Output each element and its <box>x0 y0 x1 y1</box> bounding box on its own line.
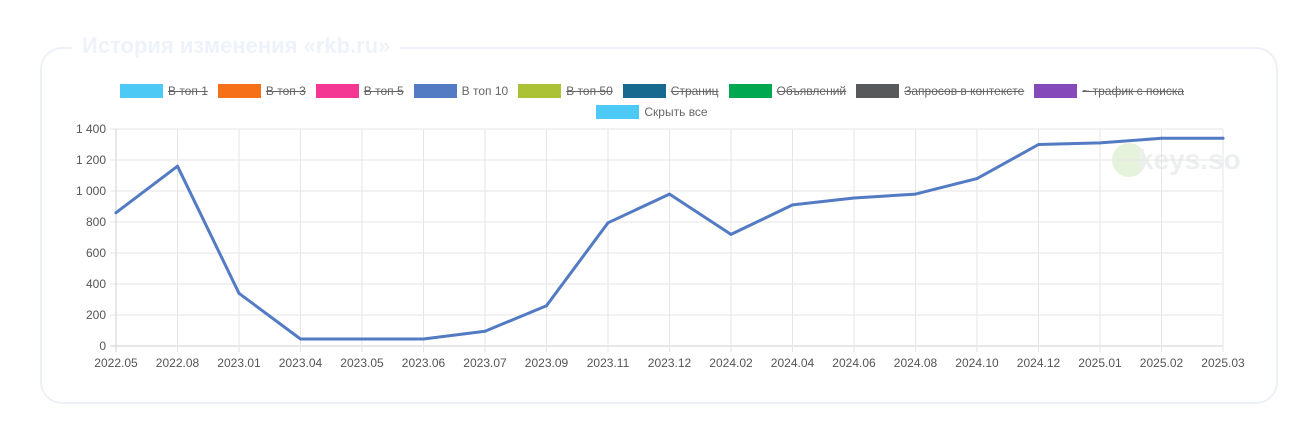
y-tick-label: 200 <box>86 308 106 322</box>
x-tick-label: 2024.04 <box>771 356 815 370</box>
y-tick-label: 1 400 <box>76 122 106 136</box>
x-tick-label: 2023.01 <box>217 356 261 370</box>
legend-swatch <box>217 84 261 98</box>
x-tick-label: 2023.04 <box>279 356 323 370</box>
legend-label: ~ трафик с поиска <box>1082 84 1185 98</box>
data-point <box>1098 141 1102 145</box>
legend-item[interactable]: В топ 1 <box>119 84 208 98</box>
hide-all-swatch <box>596 105 640 119</box>
data-point <box>237 291 241 295</box>
chart-card <box>40 47 1278 404</box>
card-title: История изменения «rkb.ru» <box>72 30 401 62</box>
legend-label: Объявлений <box>776 84 847 98</box>
legend-swatch <box>518 84 562 98</box>
legend-item[interactable]: Страниц <box>622 84 719 98</box>
legend-swatch <box>315 84 359 98</box>
x-tick-label: 2022.05 <box>94 356 138 370</box>
y-tick-label: 600 <box>86 246 106 260</box>
data-point <box>176 164 179 168</box>
legend-swatch <box>622 84 666 98</box>
x-tick-label: 2023.06 <box>402 356 446 370</box>
x-tick-label: 2023.09 <box>525 356 569 370</box>
legend-item[interactable]: В топ 5 <box>315 84 404 98</box>
chart-legend: В топ 1 В топ 3 В топ 5 В топ 10 В топ 50 Стр… <box>0 82 1304 100</box>
legend-swatch <box>856 84 900 98</box>
y-tick-label: 1 000 <box>76 184 106 198</box>
legend-swatch <box>728 84 772 98</box>
data-point <box>729 232 733 236</box>
hide-all-label: Скрыть все <box>644 105 708 119</box>
data-point <box>1160 136 1163 140</box>
x-tick-label: 2024.12 <box>1017 356 1061 370</box>
legend-label: В топ 1 <box>167 84 208 98</box>
hide-all-button[interactable]: Скрыть все <box>596 105 708 119</box>
legend-label: В топ 10 <box>461 84 509 98</box>
data-point <box>606 221 610 225</box>
y-tick-label: 1 200 <box>76 153 106 167</box>
data-point <box>545 304 548 308</box>
data-point <box>114 211 118 215</box>
legend-label: В топ 50 <box>566 84 613 98</box>
x-tick-label: 2024.10 <box>955 356 999 370</box>
x-tick-label: 2024.06 <box>832 356 876 370</box>
legend-item[interactable]: Запросов в контексте <box>856 84 1024 98</box>
y-tick-label: 400 <box>86 277 106 291</box>
x-tick-label: 2023.12 <box>648 356 692 370</box>
data-point <box>1221 136 1225 140</box>
legend-swatch <box>1034 84 1078 98</box>
data-point <box>975 177 979 181</box>
x-tick-label: 2025.01 <box>1078 356 1122 370</box>
data-point <box>483 329 487 333</box>
data-point <box>360 337 364 341</box>
x-tick-label: 2025.02 <box>1140 356 1184 370</box>
data-point <box>914 192 917 196</box>
data-point <box>791 203 794 207</box>
y-tick-label: 800 <box>86 215 106 229</box>
data-point <box>299 337 302 341</box>
data-point <box>668 192 671 196</box>
legend-swatch <box>119 84 163 98</box>
data-point <box>422 337 425 341</box>
legend-item[interactable]: Объявлений <box>728 84 847 98</box>
x-tick-label: 2023.11 <box>587 356 630 370</box>
legend-label: Страниц <box>670 84 719 98</box>
legend-label: В топ 5 <box>363 84 404 98</box>
x-tick-label: 2023.07 <box>463 356 507 370</box>
x-tick-label: 2024.02 <box>709 356 753 370</box>
legend-label: В топ 3 <box>265 84 306 98</box>
legend-item[interactable]: В топ 10 <box>413 84 509 98</box>
data-point <box>1037 143 1040 146</box>
legend-swatch <box>413 84 457 98</box>
legend-label: Запросов в контексте <box>904 84 1025 98</box>
legend-item[interactable]: В топ 3 <box>217 84 306 98</box>
y-tick-label: 0 <box>99 339 106 353</box>
legend-item[interactable]: ~ трафик с поиска <box>1034 84 1184 98</box>
legend-item[interactable]: В топ 50 <box>518 84 613 98</box>
x-tick-label: 2025.03 <box>1201 356 1245 370</box>
chart-legend-row-2: Скрыть все <box>0 103 1304 121</box>
x-tick-label: 2024.08 <box>894 356 938 370</box>
x-tick-label: 2022.08 <box>156 356 200 370</box>
data-point <box>852 196 856 200</box>
x-tick-label: 2023.05 <box>340 356 384 370</box>
